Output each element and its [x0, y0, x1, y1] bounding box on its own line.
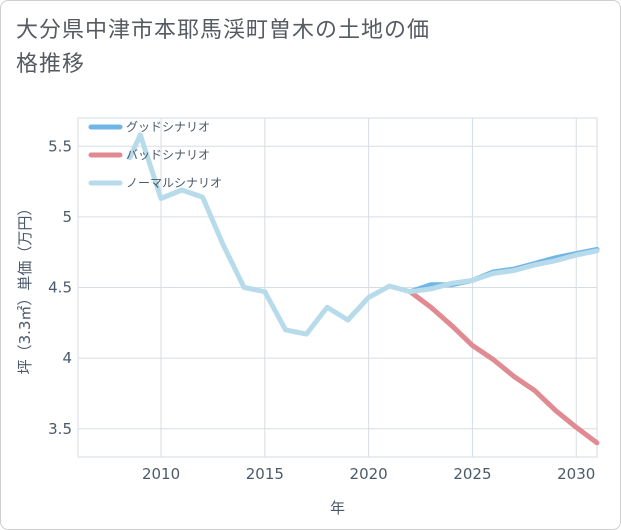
bad-scenario-line [407, 289, 600, 446]
legend-label: グッドシナリオ [126, 120, 210, 134]
legend-item-normal: ノーマルシナリオ [88, 176, 222, 190]
x-tick-label: 2015 [246, 465, 284, 483]
x-tick-label: 2030 [557, 465, 595, 483]
legend-item-good: グッドシナリオ [88, 120, 210, 134]
y-tick-label: 5.5 [48, 137, 72, 155]
y-tick-label: 4.5 [48, 279, 72, 297]
x-tick-label: 2025 [453, 465, 491, 483]
y-tick-label: 4 [62, 349, 72, 367]
y-tick-label: 5 [62, 208, 72, 226]
grid-lines [77, 117, 598, 458]
legend-item-bad: バッドシナリオ [88, 148, 210, 162]
chart-title: 大分県中津市本耶馬渓町曽木の土地の価格推移 [16, 18, 431, 77]
y-tick-label: 3.5 [48, 420, 72, 438]
tick-labels: 2010 2015 2020 2025 2030 3.5 4 4.5 5 5.5 [48, 137, 595, 483]
series-layer [127, 132, 600, 446]
normal-scenario-line [127, 132, 600, 337]
x-tick-label: 2020 [350, 465, 388, 483]
y-axis-label: 坪（3.3㎡）単価（万円） [16, 201, 34, 375]
x-axis-label: 年 [330, 499, 345, 517]
x-tick-label: 2010 [142, 465, 180, 483]
legend-label: バッドシナリオ [126, 148, 210, 162]
legend-label: ノーマルシナリオ [126, 176, 222, 190]
